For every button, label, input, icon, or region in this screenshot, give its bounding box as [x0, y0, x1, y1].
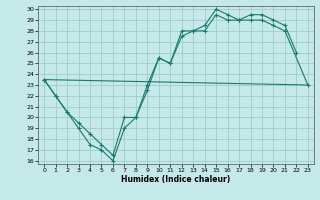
X-axis label: Humidex (Indice chaleur): Humidex (Indice chaleur) [121, 175, 231, 184]
